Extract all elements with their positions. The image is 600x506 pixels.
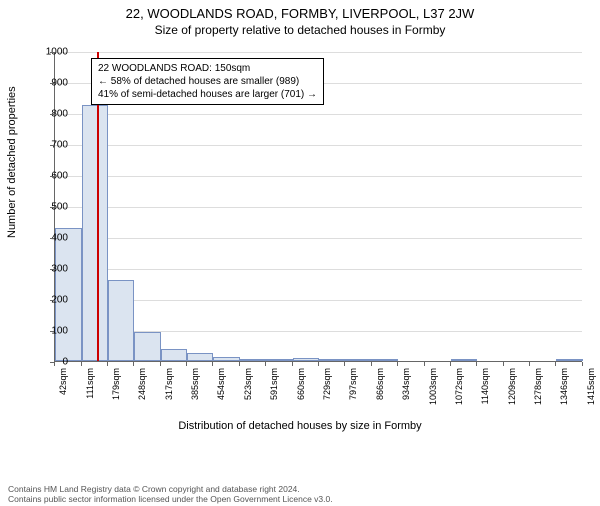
- histogram-bar: [134, 332, 161, 361]
- x-tick-label: 1003sqm: [428, 368, 438, 428]
- x-tick-mark: [54, 362, 55, 366]
- grid-line: [55, 269, 582, 270]
- x-tick-mark: [81, 362, 82, 366]
- y-tick-label: 600: [28, 171, 68, 182]
- footer-line-1: Contains HM Land Registry data © Crown c…: [8, 484, 592, 494]
- grid-line: [55, 145, 582, 146]
- x-tick-mark: [371, 362, 372, 366]
- histogram-bar: [213, 357, 240, 361]
- y-tick-label: 100: [28, 326, 68, 337]
- y-tick-label: 1000: [28, 47, 68, 58]
- histogram-bar: [161, 349, 187, 361]
- histogram-bar: [240, 359, 266, 361]
- chart-title-sub: Size of property relative to detached ho…: [0, 23, 600, 37]
- info-box-line: ← 58% of detached houses are smaller (98…: [98, 75, 317, 88]
- x-tick-mark: [344, 362, 345, 366]
- x-tick-mark: [582, 362, 583, 366]
- y-tick-mark: [50, 176, 54, 177]
- y-tick-mark: [50, 207, 54, 208]
- x-tick-label: 1140sqm: [480, 368, 490, 428]
- x-tick-mark: [292, 362, 293, 366]
- y-tick-mark: [50, 114, 54, 115]
- info-box-line: 41% of semi-detached houses are larger (…: [98, 88, 317, 101]
- y-tick-label: 200: [28, 295, 68, 306]
- y-tick-label: 0: [28, 357, 68, 368]
- y-tick-label: 900: [28, 78, 68, 89]
- y-tick-label: 500: [28, 202, 68, 213]
- histogram-bar: [293, 358, 320, 361]
- chart-info-box: 22 WOODLANDS ROAD: 150sqm← 58% of detach…: [91, 58, 324, 105]
- x-tick-label: 591sqm: [269, 368, 279, 428]
- histogram-bar: [451, 359, 477, 361]
- x-tick-label: 1278sqm: [533, 368, 543, 428]
- x-tick-label: 42sqm: [58, 368, 68, 428]
- x-tick-mark: [450, 362, 451, 366]
- footer-attribution: Contains HM Land Registry data © Crown c…: [8, 484, 592, 504]
- x-axis-label: Distribution of detached houses by size …: [0, 420, 600, 432]
- histogram-bar: [82, 105, 108, 361]
- grid-line: [55, 114, 582, 115]
- y-tick-mark: [50, 269, 54, 270]
- x-tick-mark: [529, 362, 530, 366]
- y-tick-mark: [50, 83, 54, 84]
- y-tick-label: 400: [28, 233, 68, 244]
- x-tick-label: 1415sqm: [586, 368, 596, 428]
- y-tick-mark: [50, 300, 54, 301]
- x-tick-mark: [239, 362, 240, 366]
- histogram-bar: [372, 359, 398, 361]
- y-tick-label: 800: [28, 109, 68, 120]
- x-tick-label: 866sqm: [375, 368, 385, 428]
- histogram-bar: [108, 280, 135, 361]
- histogram-bar: [187, 353, 214, 361]
- x-tick-label: 1072sqm: [454, 368, 464, 428]
- x-tick-mark: [424, 362, 425, 366]
- x-tick-label: 1346sqm: [559, 368, 569, 428]
- x-tick-mark: [186, 362, 187, 366]
- plot-region: 22 WOODLANDS ROAD: 150sqm← 58% of detach…: [54, 52, 582, 362]
- y-tick-mark: [50, 145, 54, 146]
- x-tick-label: 454sqm: [216, 368, 226, 428]
- y-tick-mark: [50, 52, 54, 53]
- histogram-bar: [556, 359, 583, 361]
- x-tick-mark: [133, 362, 134, 366]
- y-axis-label: Number of detached properties: [6, 86, 18, 238]
- x-tick-label: 179sqm: [111, 368, 121, 428]
- x-tick-label: 248sqm: [137, 368, 147, 428]
- x-tick-label: 934sqm: [401, 368, 411, 428]
- histogram-bar: [266, 359, 293, 361]
- x-tick-label: 317sqm: [164, 368, 174, 428]
- x-tick-label: 385sqm: [190, 368, 200, 428]
- y-tick-mark: [50, 238, 54, 239]
- x-tick-mark: [212, 362, 213, 366]
- x-tick-mark: [555, 362, 556, 366]
- info-box-line: 22 WOODLANDS ROAD: 150sqm: [98, 62, 317, 75]
- x-tick-mark: [397, 362, 398, 366]
- x-tick-mark: [318, 362, 319, 366]
- x-tick-label: 729sqm: [322, 368, 332, 428]
- x-tick-label: 1209sqm: [507, 368, 517, 428]
- x-tick-label: 111sqm: [85, 368, 95, 428]
- x-tick-label: 797sqm: [348, 368, 358, 428]
- histogram-bar: [319, 359, 345, 361]
- x-tick-mark: [265, 362, 266, 366]
- chart-area: Number of detached properties 22 WOODLAN…: [0, 48, 600, 448]
- chart-title-main: 22, WOODLANDS ROAD, FORMBY, LIVERPOOL, L…: [0, 6, 600, 21]
- y-tick-label: 300: [28, 264, 68, 275]
- x-tick-label: 523sqm: [243, 368, 253, 428]
- footer-line-2: Contains public sector information licen…: [8, 494, 592, 504]
- y-tick-mark: [50, 331, 54, 332]
- x-tick-mark: [107, 362, 108, 366]
- x-tick-mark: [503, 362, 504, 366]
- grid-line: [55, 52, 582, 53]
- x-tick-label: 660sqm: [296, 368, 306, 428]
- grid-line: [55, 238, 582, 239]
- y-tick-label: 700: [28, 140, 68, 151]
- grid-line: [55, 176, 582, 177]
- x-tick-mark: [476, 362, 477, 366]
- x-tick-mark: [160, 362, 161, 366]
- grid-line: [55, 207, 582, 208]
- histogram-bar: [345, 359, 372, 361]
